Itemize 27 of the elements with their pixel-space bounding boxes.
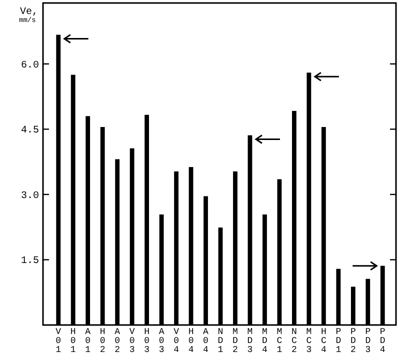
x-tick-label: HC4 [320, 327, 327, 355]
x-tick-label: PD3 [365, 327, 371, 355]
x-tick-label: PD2 [350, 327, 356, 355]
y-tick-label: 6.0 [20, 60, 39, 72]
x-tick-label: A03 [158, 327, 165, 355]
x-tick-label: H01 [70, 327, 76, 355]
y-tick-label: 1.5 [20, 256, 39, 268]
x-tick-label: NC2 [291, 327, 298, 355]
x-tick-label: A04 [203, 327, 210, 355]
x-tick-label: V01 [56, 327, 62, 355]
x-tick-label: H04 [188, 327, 194, 355]
x-tick-label: H02 [100, 327, 106, 355]
x-tick-label: PD4 [380, 327, 386, 355]
x-tick-label: MC3 [306, 327, 312, 355]
y-tick-label: 3.0 [20, 190, 39, 202]
x-tick-label: MD3 [247, 327, 253, 355]
x-tick-label: H03 [144, 327, 150, 355]
y-tick-label: 4.5 [20, 126, 39, 137]
x-tick-label: ND1 [218, 327, 224, 355]
x-tick-label: A02 [114, 327, 121, 355]
x-tick-label: PD1 [336, 327, 342, 355]
x-tick-label: MD2 [232, 327, 238, 355]
x-tick-label: MC1 [276, 327, 283, 355]
x-tick-label: V04 [174, 327, 180, 355]
x-tick-label: A01 [85, 327, 92, 355]
x-tick-label: MD4 [262, 327, 268, 355]
x-tick-label: V03 [129, 327, 136, 355]
